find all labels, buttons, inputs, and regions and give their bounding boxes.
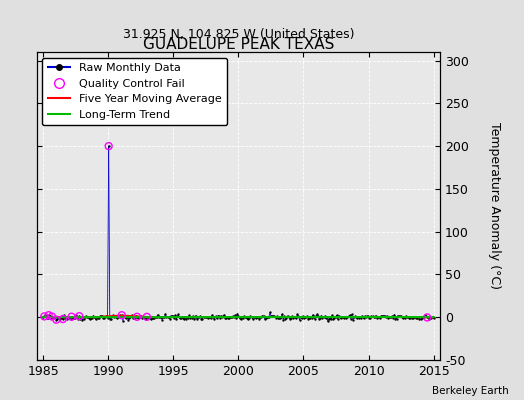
Point xyxy=(68,314,76,320)
Text: 31.925 N, 104.825 W (United States): 31.925 N, 104.825 W (United States) xyxy=(123,28,354,41)
Y-axis label: Temperature Anomaly (°C): Temperature Anomaly (°C) xyxy=(488,122,501,290)
Title: GUADELUPE PEAK TEXAS: GUADELUPE PEAK TEXAS xyxy=(143,37,334,52)
Point xyxy=(48,313,56,320)
Point xyxy=(45,312,53,318)
Point xyxy=(104,143,113,149)
Point xyxy=(52,316,60,323)
Point xyxy=(59,316,67,322)
Point xyxy=(40,313,49,320)
Point xyxy=(117,312,126,318)
Point xyxy=(423,314,431,321)
Text: Berkeley Earth: Berkeley Earth xyxy=(432,386,508,396)
Legend: Raw Monthly Data, Quality Control Fail, Five Year Moving Average, Long-Term Tren: Raw Monthly Data, Quality Control Fail, … xyxy=(42,58,227,125)
Point xyxy=(133,314,141,320)
Point xyxy=(143,314,151,320)
Point xyxy=(75,313,83,319)
